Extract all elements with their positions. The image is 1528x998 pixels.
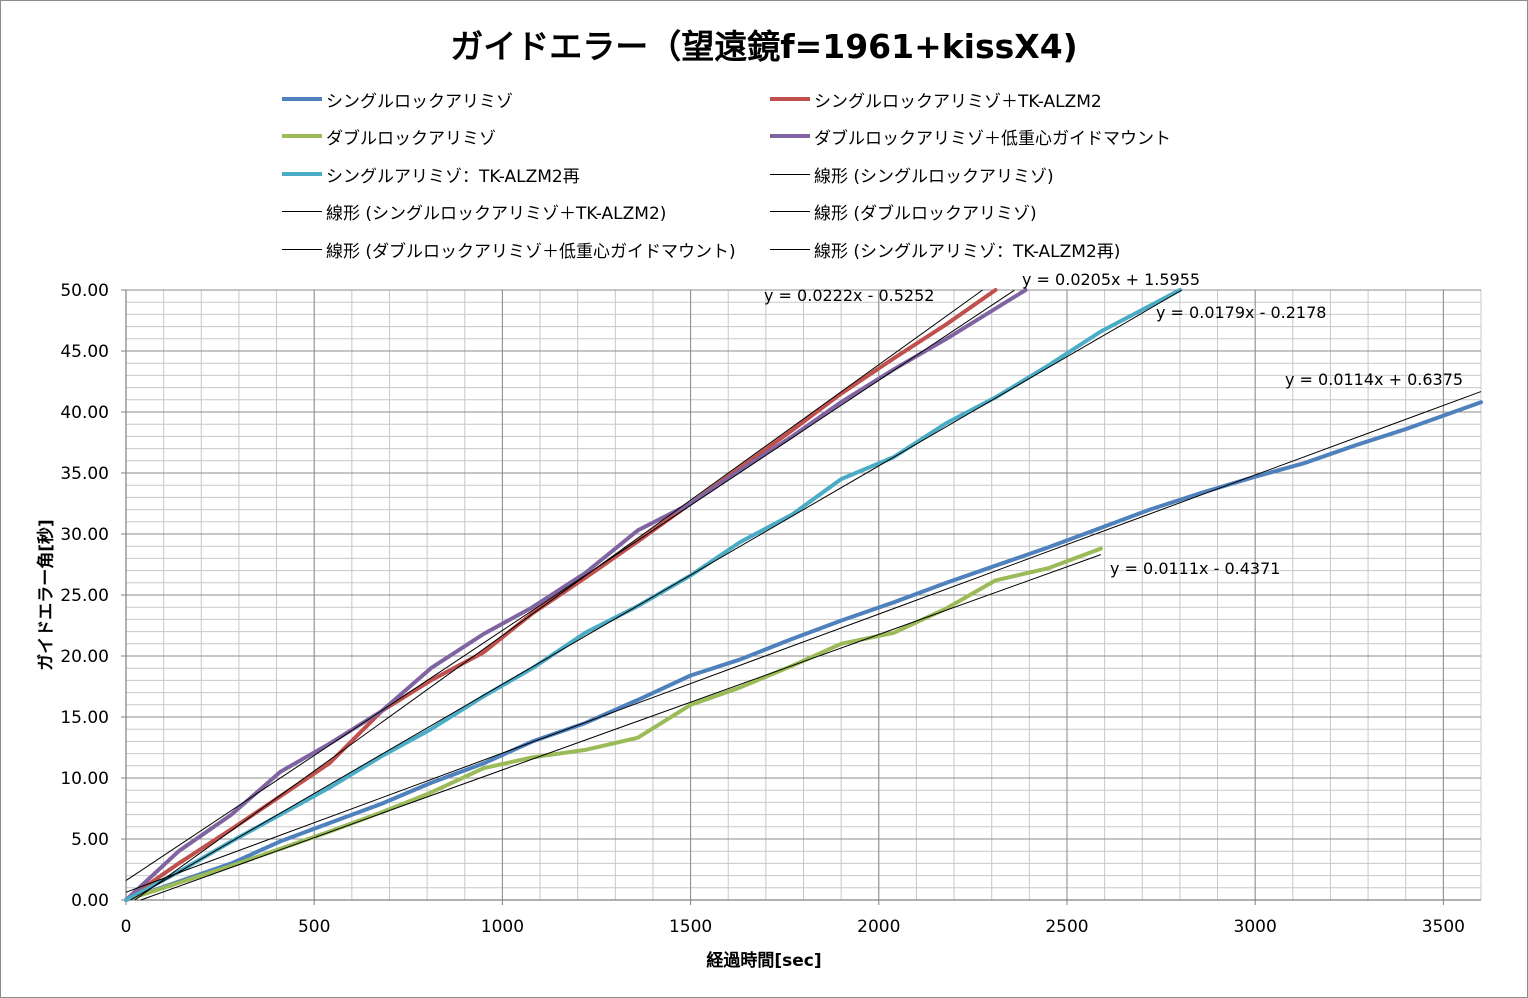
trendline-equation-1: y = 0.0114x + 0.6375 bbox=[1285, 370, 1463, 389]
legend-swatch bbox=[770, 210, 810, 212]
legend-item-single-lock-tk: シングルロックアリミゾ＋TK-ALZM2 bbox=[770, 87, 1102, 112]
legend-swatch bbox=[770, 248, 810, 250]
y-tick-label: 35.00 bbox=[60, 464, 109, 484]
legend-label: 線形 (シングルロックアリミゾ) bbox=[814, 166, 1054, 187]
legend-label: シングルロックアリミゾ＋TK-ALZM2 bbox=[814, 91, 1102, 112]
series-line-3 bbox=[124, 546, 1103, 902]
y-tick-label: 45.00 bbox=[60, 342, 109, 362]
y-tick-labels: 0.00 5.00 10.00 15.00 20.00 25.00 30.00 35.00 40… bbox=[60, 281, 109, 911]
trendline-equation-labels: y = 0.0114x + 0.6375 y = 0.0205x + 1.5955… bbox=[764, 270, 1463, 578]
x-tick-label: 3500 bbox=[1422, 917, 1465, 937]
x-tick-label: 2000 bbox=[857, 917, 900, 937]
y-tick-label: 25.00 bbox=[60, 586, 109, 606]
y-tick-label: 10.00 bbox=[60, 769, 109, 789]
y-tick-label: 40.00 bbox=[60, 403, 109, 423]
legend-swatch bbox=[282, 172, 322, 176]
trendline-equation-5: y = 0.0179x - 0.2178 bbox=[1156, 303, 1326, 322]
trendline-2 bbox=[125, 289, 1015, 881]
y-tick-label: 30.00 bbox=[60, 525, 109, 545]
legend-swatch bbox=[282, 134, 322, 138]
x-tick-label: 3000 bbox=[1234, 917, 1277, 937]
legend-label: 線形 (ダブルロックアリミゾ) bbox=[814, 203, 1037, 224]
trendline-1 bbox=[125, 391, 1482, 893]
legend-item-trend-double-lock: 線形 (ダブルロックアリミゾ) bbox=[770, 199, 1037, 224]
legend-item-trend-double-lock-low-mount: 線形 (ダブルロックアリミゾ＋低重心ガイドマウント) bbox=[282, 237, 736, 262]
chart-title: ガイドエラー（望遠鏡f=1961+kissX4) bbox=[450, 27, 1078, 66]
y-tick-label: 20.00 bbox=[60, 647, 109, 667]
legend-label: ダブルロックアリミゾ＋低重心ガイドマウント bbox=[814, 128, 1171, 149]
legend-swatch bbox=[770, 134, 810, 138]
y-tick-label: 5.00 bbox=[71, 830, 109, 850]
legend-swatch bbox=[282, 248, 322, 250]
x-tick-label: 1500 bbox=[669, 917, 712, 937]
x-tick-label: 500 bbox=[298, 917, 330, 937]
x-tick-label: 1000 bbox=[481, 917, 524, 937]
legend-label: 線形 (ダブルロックアリミゾ＋低重心ガイドマウント) bbox=[326, 241, 736, 262]
y-tick-label: 0.00 bbox=[71, 891, 109, 911]
trendline-equation-2: y = 0.0205x + 1.5955 bbox=[1022, 270, 1200, 289]
x-tick-label: 0 bbox=[121, 917, 132, 937]
legend-label: シングルアリミゾ：TK-ALZM2再 bbox=[326, 166, 580, 187]
legend-item-double-lock-low-mount: ダブルロックアリミゾ＋低重心ガイドマウント bbox=[770, 124, 1171, 149]
axes bbox=[121, 289, 1481, 905]
trendline-equation-4: y = 0.0222x - 0.5252 bbox=[764, 286, 934, 305]
trendline-3 bbox=[140, 554, 1102, 901]
series-line-4 bbox=[124, 288, 1028, 902]
x-axis-title: 経過時間[sec] bbox=[706, 951, 822, 971]
legend-label: ダブルロックアリミゾ bbox=[326, 128, 496, 149]
legend-swatch bbox=[770, 97, 810, 101]
legend-swatch bbox=[770, 173, 810, 175]
trendline-5 bbox=[130, 289, 1183, 901]
legend-label: 線形 (シングルロックアリミゾ＋TK-ALZM2) bbox=[326, 203, 667, 224]
legend-label: 線形 (シングルアリミゾ：TK-ALZM2再) bbox=[814, 241, 1121, 262]
legend-item-double-lock: ダブルロックアリミゾ bbox=[282, 124, 496, 149]
trendline-equation-3: y = 0.0111x - 0.4371 bbox=[1110, 559, 1280, 578]
legend-label: シングルロックアリミゾ bbox=[326, 91, 513, 112]
legend-item-trend-single-lock-tk: 線形 (シングルロックアリミゾ＋TK-ALZM2) bbox=[282, 199, 667, 224]
y-tick-label: 50.00 bbox=[60, 281, 109, 301]
x-tick-labels: 0 500 1000 1500 2000 2500 3000 3500 bbox=[121, 917, 1465, 937]
legend-item-trend-single-tk-again: 線形 (シングルアリミゾ：TK-ALZM2再) bbox=[770, 237, 1121, 262]
trendline-4 bbox=[134, 289, 983, 901]
x-tick-label: 2500 bbox=[1045, 917, 1088, 937]
legend-item-single-lock: シングルロックアリミゾ bbox=[282, 87, 513, 112]
legend-item-single-tk-again: シングルアリミゾ：TK-ALZM2再 bbox=[282, 162, 580, 187]
legend-swatch bbox=[282, 97, 322, 101]
y-tick-label: 15.00 bbox=[60, 708, 109, 728]
legend-item-trend-single-lock: 線形 (シングルロックアリミゾ) bbox=[770, 162, 1054, 187]
y-axis-title: ガイドエラー角[秒] bbox=[36, 519, 57, 671]
trendline-layer bbox=[125, 289, 1482, 901]
legend-swatch bbox=[282, 210, 322, 212]
